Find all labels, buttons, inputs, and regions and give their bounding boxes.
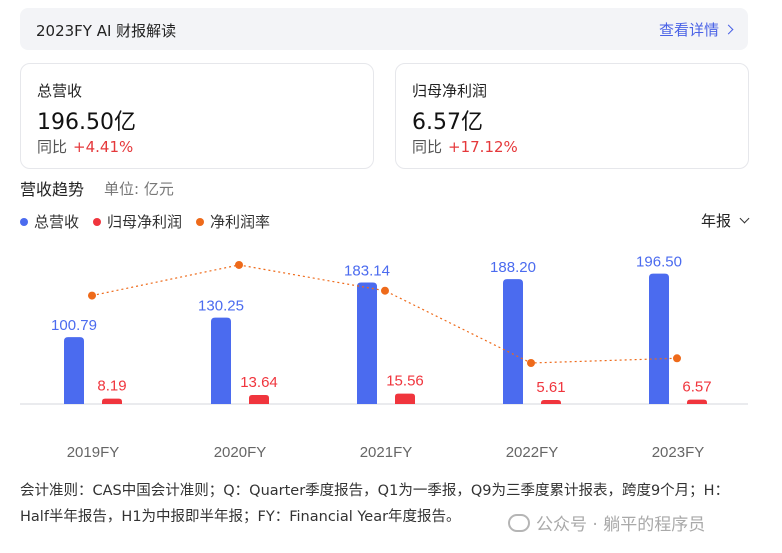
net-profit-bar — [249, 394, 269, 404]
net-profit-label: 归母净利润 — [412, 82, 488, 100]
legend-item-net-margin[interactable]: 净利润率 — [196, 211, 270, 232]
revenue-bar — [211, 317, 231, 404]
revenue-value: 196.50亿 — [37, 110, 136, 135]
ai-report-header: 2023FY AI 财报解读 查看详情 — [20, 8, 748, 50]
net-profit-yoy: 同比 +17.12% — [412, 136, 518, 157]
x-tick-label: 2021FY — [360, 444, 413, 461]
header-title: 2023FY AI 财报解读 — [36, 22, 177, 40]
x-tick-label: 2023FY — [652, 444, 705, 461]
net-profit-bar-label: 6.57 — [682, 379, 711, 396]
watermark: 公众号 · 躺平的程序员 — [508, 510, 705, 535]
view-details-label: 查看详情 — [658, 21, 719, 39]
period-select[interactable]: 年报 — [700, 210, 750, 231]
x-tick-label: 2022FY — [506, 444, 559, 461]
net-profit-yoy-label: 同比 — [412, 138, 443, 156]
net-profit-yoy-value: +17.12% — [448, 138, 518, 156]
net-profit-bar-label: 5.61 — [536, 379, 565, 396]
net-margin-point — [527, 358, 535, 367]
revenue-trend-chart: 100.79 8.19 2019FY 130.25 13.64 2020FY 183.14 1… — [20, 254, 748, 461]
revenue-bar-label: 100.79 — [51, 317, 97, 334]
wechat-icon — [508, 513, 530, 532]
net-profit-bar — [395, 393, 415, 404]
revenue-yoy: 同比 +4.41% — [37, 136, 133, 157]
net-profit-card: 归母净利润 6.57亿 同比 +17.12% — [395, 63, 749, 169]
net-profit-bar — [102, 398, 122, 404]
view-details-link[interactable]: 查看详情 — [658, 19, 734, 40]
net-profit-value: 6.57亿 — [412, 110, 483, 135]
section-title: 营收趋势 — [20, 180, 85, 199]
net-margin-point — [673, 354, 681, 363]
revenue-yoy-label: 同比 — [37, 138, 68, 156]
revenue-label: 总营收 — [37, 82, 83, 100]
legend-dot-revenue — [20, 217, 28, 226]
revenue-bar-label: 196.50 — [636, 254, 682, 271]
net-profit-bar — [687, 399, 707, 404]
net-profit-bar-label: 15.56 — [386, 373, 424, 390]
chart-legend: 总营收 归母净利润 净利润率 — [20, 211, 270, 232]
chevron-down-icon — [739, 213, 750, 224]
period-select-value: 年报 — [700, 212, 731, 230]
net-margin-point — [88, 291, 96, 300]
chevron-right-icon — [723, 24, 734, 35]
revenue-bar — [503, 279, 523, 404]
legend-label-net-margin: 净利润率 — [210, 213, 271, 231]
legend-dot-net-profit — [93, 217, 102, 226]
net-profit-bar — [541, 400, 561, 404]
legend-item-net-profit[interactable]: 归母净利润 — [93, 211, 182, 232]
legend-label-revenue: 总营收 — [34, 213, 80, 231]
revenue-bar — [357, 282, 377, 404]
legend-label-net-profit: 归母净利润 — [107, 213, 183, 231]
revenue-bar — [64, 337, 84, 404]
x-tick-label: 2019FY — [67, 444, 120, 461]
net-margin-line — [91, 264, 678, 364]
net-margin-point — [235, 260, 243, 269]
revenue-bar — [649, 273, 669, 404]
revenue-yoy-value: +4.41% — [73, 138, 134, 156]
net-profit-bar-label: 13.64 — [240, 374, 278, 391]
watermark-text: 公众号 · 躺平的程序员 — [536, 515, 706, 535]
x-tick-label: 2020FY — [214, 444, 267, 461]
revenue-bar-label: 130.25 — [198, 298, 244, 315]
net-profit-bar-label: 8.19 — [97, 378, 126, 395]
revenue-bar-label: 183.14 — [344, 263, 390, 280]
net-margin-point — [381, 286, 389, 295]
legend-dot-net-margin — [196, 217, 205, 226]
revenue-card: 总营收 196.50亿 同比 +4.41% — [20, 63, 374, 169]
legend-item-revenue[interactable]: 总营收 — [20, 211, 79, 232]
accounting-footnote: 会计准则：CAS中国会计准则；Q：Quarter季度报告，Q1为一季报，Q9为三… — [20, 483, 730, 525]
section-unit: 单位: 亿元 — [104, 180, 174, 198]
revenue-bar-label: 188.20 — [490, 259, 536, 276]
